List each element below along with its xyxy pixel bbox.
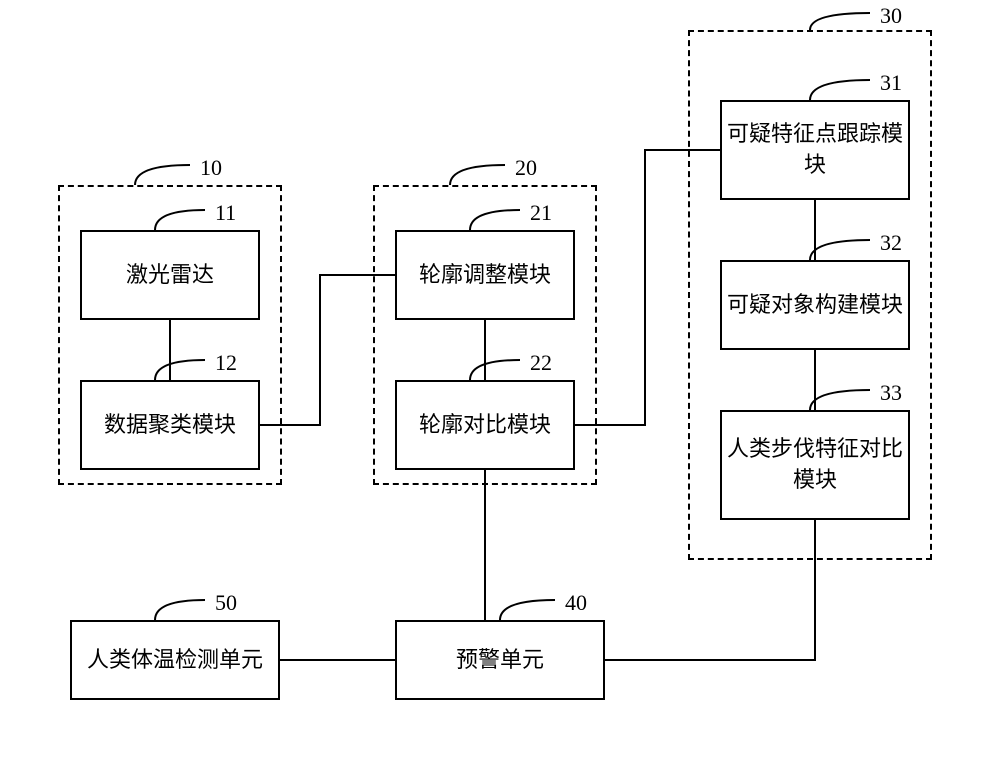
node-50: 人类体温检测单元 — [70, 620, 280, 700]
node-text: 数据聚类模块 — [104, 410, 236, 441]
node-text: 轮廓调整模块 — [419, 260, 551, 291]
label-22: 22 — [530, 350, 552, 376]
node-text: 可疑对象构建模块 — [727, 290, 903, 321]
label-40: 40 — [565, 590, 587, 616]
label-20: 20 — [515, 155, 537, 181]
label-31: 31 — [880, 70, 902, 96]
node-text: 人类体温检测单元 — [87, 645, 263, 676]
label-50: 50 — [215, 590, 237, 616]
node-31: 可疑特征点跟踪模 块 — [720, 100, 910, 200]
label-21: 21 — [530, 200, 552, 226]
node-22: 轮廓对比模块 — [395, 380, 575, 470]
node-12: 数据聚类模块 — [80, 380, 260, 470]
label-12: 12 — [215, 350, 237, 376]
label-30: 30 — [880, 3, 902, 29]
label-32: 32 — [880, 230, 902, 256]
node-11: 激光雷达 — [80, 230, 260, 320]
label-11: 11 — [215, 200, 236, 226]
node-text: 可疑特征点跟踪模 块 — [726, 119, 904, 181]
label-10: 10 — [200, 155, 222, 181]
node-text: 人类步伐特征对比 模块 — [726, 434, 904, 496]
node-21: 轮廓调整模块 — [395, 230, 575, 320]
node-text: 预警单元 — [456, 645, 544, 676]
label-33: 33 — [880, 380, 902, 406]
node-40: 预警单元 — [395, 620, 605, 700]
node-text: 轮廓对比模块 — [419, 410, 551, 441]
node-33: 人类步伐特征对比 模块 — [720, 410, 910, 520]
node-text: 激光雷达 — [126, 260, 214, 291]
node-32: 可疑对象构建模块 — [720, 260, 910, 350]
